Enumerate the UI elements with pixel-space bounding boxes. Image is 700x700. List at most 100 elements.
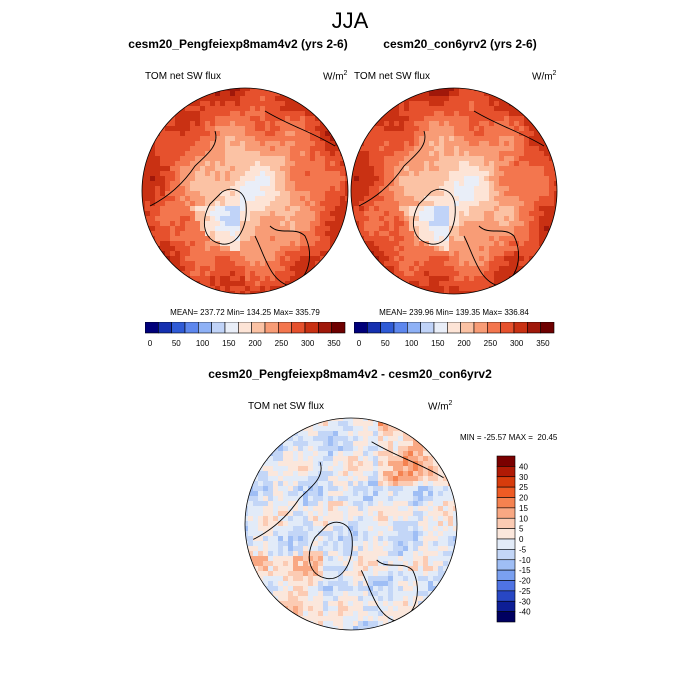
panel2-colorbar-box	[380, 322, 395, 334]
panel1-map-asia-outline	[264, 110, 336, 147]
panel1-map-boundary	[141, 87, 349, 295]
panel2-polar-map	[350, 87, 558, 295]
panel2-map-field	[351, 88, 557, 294]
panel3-map-asia-outline	[371, 441, 444, 479]
panel1-colorbar-tick-label: 350	[327, 339, 341, 348]
panel1-colorbar-tick-label: 100	[196, 339, 210, 348]
panel3-colorbar-box	[496, 559, 516, 571]
panel3-units: W/m2	[428, 400, 452, 412]
panel3-colorbar-tick-label: 15	[519, 504, 528, 513]
panel2-colorbar-box	[407, 322, 421, 334]
panel2-units-base: W/m	[532, 71, 553, 83]
panel3-colorbar-box	[496, 497, 516, 509]
panel1-units: W/m2	[323, 70, 347, 82]
panel1-colorbar-box	[304, 322, 319, 334]
panel3-colorbar-tick-label: -20	[519, 577, 531, 586]
panel1-variable-label: TOM net SW flux	[145, 71, 221, 82]
panel1-title: cesm20_Pengfeiexp8mam4v2 (yrs 2-6)	[128, 37, 348, 51]
panel3-colorbar-tick-label: 5	[519, 525, 524, 534]
panel3-colorbar-box	[496, 466, 516, 478]
panel3-colorbar-tick-label: -25	[519, 587, 531, 596]
panel1-colorbar-box	[211, 322, 226, 334]
panel3-colorbar-tick-label: 25	[519, 483, 528, 492]
panel2-colorbar-box	[473, 322, 488, 334]
panel1-polar-map	[141, 87, 349, 295]
panel3-title: cesm20_Pengfeiexp8mam4v2 - cesm20_con6yr…	[208, 367, 492, 381]
panel2-colorbar-box	[433, 322, 448, 334]
panel2-units-exp: 2	[552, 70, 557, 77]
panel2-colorbar-box	[540, 322, 555, 334]
panel1-colorbar: 0 50 100 150 200 250 300 350	[145, 322, 346, 348]
panel1-units-base: W/m	[323, 71, 344, 83]
panel3-map-greenland-outline	[308, 521, 353, 579]
panel2-colorbar-tick-label: 250	[484, 339, 498, 348]
panel3-colorbar-box	[496, 528, 516, 540]
panel3-units-base: W/m	[428, 401, 449, 413]
panel3-colorbar-box	[496, 600, 516, 612]
panel1-colorbar-tick-label: 250	[275, 339, 289, 348]
panel2-colorbar-box	[367, 322, 381, 334]
panel1-map-field	[142, 88, 348, 294]
panel3-map-boundary	[244, 417, 458, 631]
panel2-colorbar-box	[460, 322, 475, 334]
panel3-colorbar-tick-label: -10	[519, 556, 531, 565]
panel1-map-greenland-outline	[203, 188, 247, 245]
panel1-colorbar-box	[224, 322, 239, 334]
panel1-colorbar-tick-label: 150	[222, 339, 236, 348]
panel2-map-greenland-outline	[412, 188, 456, 245]
panel3-colorbar-tick-label: -5	[519, 545, 527, 554]
panel2-title: cesm20_con6yrv2 (yrs 2-6)	[383, 37, 537, 51]
panel3-colorbar-box	[496, 517, 516, 529]
panel3-colorbar-box	[496, 486, 516, 498]
panel2-colorbar-tick-label: 350	[536, 339, 550, 348]
panel1-colorbar-tick-label: 200	[248, 339, 262, 348]
panel1-colorbar-box	[331, 322, 346, 334]
panel3-colorbar-tick-label: 10	[519, 514, 528, 523]
panel1-stats: MEAN= 237.72 Min= 134.25 Max= 335.79	[170, 308, 320, 317]
panel2-colorbar-box	[420, 322, 435, 334]
panel1-colorbar-box	[158, 322, 172, 334]
panel2-map-boundary	[350, 87, 558, 295]
panel3-colorbar-tick-label: 40	[519, 462, 528, 471]
panel2-colorbar-tick-label: 100	[405, 339, 419, 348]
panel3-colorbar-tick-label: 0	[519, 535, 524, 544]
panel3-colorbar-box	[496, 590, 516, 602]
panel1-map-north-america-outline	[149, 130, 217, 207]
panel2-map-asia-outline	[473, 110, 545, 147]
panel1-colorbar-box	[145, 322, 159, 334]
panel2-colorbar-tick-label: 300	[510, 339, 524, 348]
panel2-colorbar-box	[527, 322, 541, 334]
panel1-colorbar-box	[184, 322, 199, 334]
panel1-colorbar-box	[198, 322, 212, 334]
panel3-colorbar-tick-label: -15	[519, 566, 531, 575]
panel2-map-eurasia-outline	[463, 225, 520, 287]
panel1-colorbar-box	[318, 322, 332, 334]
panel2-colorbar-box	[487, 322, 501, 334]
panel3-stats: MIN = -25.57 MAX = 20.45	[460, 433, 558, 442]
panel3-colorbar-box	[496, 538, 516, 550]
panel3-variable-label: TOM net SW flux	[248, 401, 324, 412]
panel1-colorbar-box	[278, 322, 292, 334]
panel3-colorbar-box	[496, 611, 516, 623]
panel2-colorbar-box	[513, 322, 528, 334]
panel2-colorbar-tick-label: 0	[357, 339, 362, 348]
panel2-colorbar-box	[447, 322, 461, 334]
panel3-colorbar-box	[496, 455, 516, 467]
panel3-colorbar-tick-label: 20	[519, 494, 528, 503]
panel1-colorbar-box	[238, 322, 252, 334]
panel1-colorbar-box	[171, 322, 186, 334]
panel1-colorbar-box	[251, 322, 266, 334]
panel3-colorbar-box	[496, 580, 516, 592]
panel2-colorbar-box	[354, 322, 368, 334]
panel3-colorbar-tick-label: -30	[519, 597, 531, 606]
panel3-colorbar-tick-label: 30	[519, 473, 528, 482]
panel2-units: W/m2	[532, 70, 556, 82]
panel3-units-exp: 2	[448, 400, 453, 407]
panel1-colorbar-box	[291, 322, 306, 334]
panel1-map-eurasia-outline	[254, 225, 311, 287]
panel2-colorbar: 0 50 100 150 200 250 300 350	[354, 322, 555, 348]
panel3-colorbar-box	[496, 507, 516, 519]
panel2-variable-label: TOM net SW flux	[354, 71, 430, 82]
panel2-map-north-america-outline	[358, 130, 426, 207]
